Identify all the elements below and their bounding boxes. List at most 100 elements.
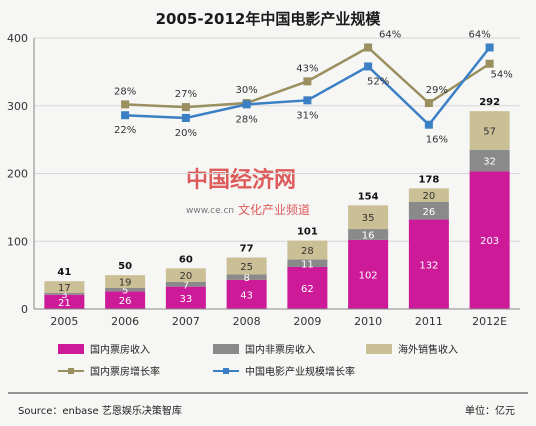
series-marker — [242, 100, 251, 109]
bar-value-label: 21 — [58, 298, 71, 309]
growth-rate-label: 29% — [426, 85, 448, 96]
series-marker — [364, 43, 373, 52]
growth-rate-label: 30% — [236, 85, 258, 96]
bar-segment — [408, 188, 449, 202]
legend-marker — [68, 368, 74, 374]
bar-segment — [469, 149, 510, 172]
growth-rate-label: 54% — [491, 70, 513, 81]
growth-rate-label: 28% — [114, 86, 136, 97]
x-tick-label: 2007 — [172, 315, 200, 328]
y-tick-label: 300 — [7, 100, 28, 113]
growth-rate-label: 22% — [114, 125, 136, 136]
legend-label: 中国电影产业规模增长率 — [245, 365, 355, 378]
legend-swatch — [58, 344, 84, 354]
series-marker — [181, 113, 190, 122]
growth-rate-label: 52% — [367, 76, 389, 87]
bar-segment — [44, 292, 85, 295]
bar-value-label: 8 — [243, 273, 249, 284]
bar-total-label: 77 — [240, 244, 254, 255]
bar-segment — [348, 239, 389, 309]
y-tick-label: 100 — [7, 235, 28, 248]
bar-value-label: 132 — [419, 260, 438, 271]
bar-segment — [287, 259, 328, 267]
bar-segment — [105, 275, 146, 288]
series-marker — [181, 103, 190, 112]
legend-marker — [223, 368, 229, 374]
legend-swatch — [366, 344, 392, 354]
bar-segment — [105, 287, 146, 292]
bar-segment — [287, 240, 328, 260]
x-tick-label: 2010 — [354, 315, 382, 328]
footer-source: Source：enbase 艺恩娱乐决策智库 — [18, 404, 182, 417]
bar-segment — [165, 268, 206, 282]
bar-segment — [226, 257, 267, 275]
series-marker — [485, 43, 494, 52]
bar-value-label: 11 — [301, 259, 314, 270]
y-tick-label: 0 — [21, 303, 28, 316]
bar-value-label: 57 — [483, 126, 496, 137]
series-marker — [121, 111, 130, 120]
bar-value-label: 7 — [183, 280, 189, 291]
x-tick-label: 2009 — [293, 315, 321, 328]
bar-total-label: 101 — [297, 227, 318, 238]
bar-segment — [348, 229, 389, 240]
growth-rate-label: 64% — [469, 29, 491, 40]
bar-value-label: 26 — [423, 207, 436, 218]
bar-segment — [44, 294, 85, 309]
series-marker — [303, 77, 312, 86]
bar-value-label: 25 — [240, 262, 253, 273]
growth-rate-label: 16% — [426, 135, 448, 146]
bar-value-label: 5 — [122, 286, 128, 297]
bar-segment — [165, 281, 206, 287]
series-marker — [364, 62, 373, 71]
bar-total-label: 50 — [118, 261, 132, 272]
footer-unit: 单位：亿元 — [465, 404, 515, 417]
bars: 2131741265195033720604382577621128101102… — [44, 97, 510, 309]
bar-value-label: 26 — [119, 296, 132, 307]
x-tick-label: 2012E — [472, 315, 507, 328]
y-tick-label: 400 — [7, 32, 28, 45]
watermark-logo-text: 中国经济网 — [186, 167, 296, 193]
growth-rate-label: 28% — [236, 114, 258, 125]
bar-value-label: 35 — [362, 213, 375, 224]
bar-segment — [44, 281, 85, 293]
legend-label: 国内票房收入 — [90, 343, 150, 356]
bar-segment — [469, 171, 510, 309]
lines: 28% 27% 30% 43% 64% 29% 54% 22% 20% 28% 31% 52% 16% 6… — [114, 29, 513, 145]
series-marker — [121, 100, 130, 109]
x-tick-label: 2006 — [111, 315, 139, 328]
bar-value-label: 203 — [480, 236, 499, 247]
bar-segment — [408, 201, 449, 220]
bar-segment — [226, 274, 267, 280]
growth-rate-label: 43% — [296, 63, 318, 74]
bar-total-label: 178 — [418, 174, 439, 185]
growth-rate-label: 31% — [296, 110, 318, 121]
bar-segment — [287, 266, 328, 309]
growth-rate-label: 64% — [379, 29, 401, 40]
x-tick-label: 2005 — [50, 315, 78, 328]
bar-value-label: 19 — [119, 278, 132, 289]
bar-value-label: 33 — [180, 294, 193, 305]
bar-value-label: 16 — [362, 230, 375, 241]
legend-label: 海外销售收入 — [398, 343, 458, 356]
legend-swatch — [213, 344, 239, 354]
bar-value-label: 102 — [359, 270, 378, 281]
bar-total-label: 60 — [179, 254, 193, 265]
series-marker — [303, 96, 312, 105]
watermark-subtitle: 文化产业频道 — [238, 202, 310, 217]
bar-value-label: 20 — [423, 191, 436, 202]
bar-segment — [105, 291, 146, 309]
x-tick-label: 2011 — [415, 315, 443, 328]
legend-label: 国内非票房收入 — [245, 343, 315, 356]
bar-total-label: 292 — [479, 97, 500, 108]
legend-label: 国内票房增长率 — [90, 365, 160, 378]
bar-value-label: 43 — [240, 290, 253, 301]
y-tick-label: 200 — [7, 168, 28, 181]
bar-segment — [165, 286, 206, 309]
bar-value-label: 20 — [180, 271, 193, 282]
bar-segment — [348, 205, 389, 230]
bar-value-label: 32 — [483, 157, 496, 168]
